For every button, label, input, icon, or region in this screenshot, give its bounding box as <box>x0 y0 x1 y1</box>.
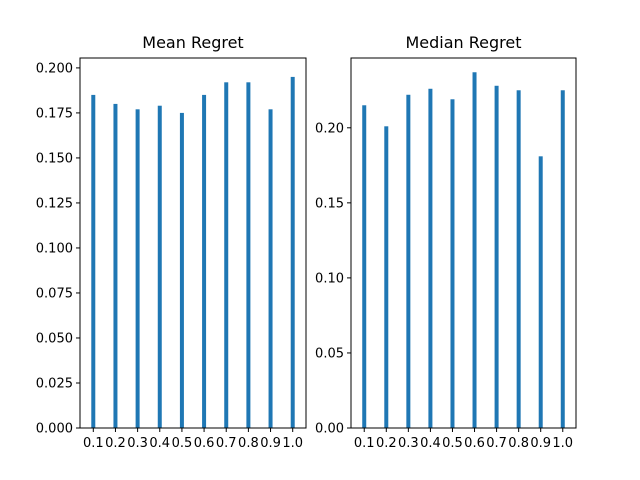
bar-0.6 <box>202 94 207 428</box>
y-tick-label: 0.00 <box>315 422 344 437</box>
x-tick-label: 0.2 <box>105 436 126 451</box>
y-tick-label: 0.125 <box>36 196 73 211</box>
x-tick-label: 0.6 <box>464 436 485 451</box>
bar-0.1 <box>91 94 96 428</box>
bar-1.0 <box>560 90 565 429</box>
x-tick-label: 0.1 <box>83 436 104 451</box>
y-tick-label: 0.150 <box>36 151 73 166</box>
bar-0.5 <box>450 99 455 428</box>
y-tick-label: 0.025 <box>36 376 73 391</box>
x-tick-label: 0.3 <box>127 436 148 451</box>
y-tick-label: 0.10 <box>315 271 344 286</box>
x-tick-label: 0.9 <box>260 436 281 451</box>
bar-0.9 <box>268 109 273 428</box>
x-tick-label: 1.0 <box>282 436 303 451</box>
x-tick-label: 0.3 <box>398 436 419 451</box>
x-tick-label: 0.7 <box>216 436 237 451</box>
bar-0.6 <box>472 72 477 428</box>
y-tick-label: 0.175 <box>36 106 73 121</box>
bar-0.8 <box>246 82 251 428</box>
bar-0.7 <box>494 85 499 429</box>
y-tick-label: 0.05 <box>315 346 344 361</box>
y-tick-label: 0.15 <box>315 196 344 211</box>
x-tick-label: 0.7 <box>486 436 507 451</box>
x-tick-label: 0.4 <box>420 436 441 451</box>
bar-1.0 <box>290 76 295 428</box>
x-tick-label: 0.8 <box>238 436 259 451</box>
x-tick-label: 0.1 <box>354 436 375 451</box>
bar-0.2 <box>113 103 118 428</box>
bar-0.1 <box>362 105 367 428</box>
x-tick-label: 0.5 <box>442 436 463 451</box>
x-tick-label: 0.9 <box>530 436 551 451</box>
bar-0.7 <box>224 82 229 428</box>
y-tick-label: 0.075 <box>36 286 73 301</box>
bar-0.9 <box>538 156 543 428</box>
x-tick-label: 0.2 <box>376 436 397 451</box>
subplot-1: 0.1 0.2 0.3 0.4 0.5 0.6 0.7 0.8 0.9 1.0 0.000 0.025… <box>36 33 307 451</box>
bar-0.5 <box>179 112 184 428</box>
y-tick-label: 0.200 <box>36 61 73 76</box>
y-tick-label: 0.100 <box>36 241 73 256</box>
x-tick-label: 0.5 <box>172 436 193 451</box>
y-tick-label: 0.20 <box>315 121 344 136</box>
bar-0.8 <box>516 90 521 429</box>
bar-0.2 <box>384 126 389 429</box>
bar-0.4 <box>157 105 162 429</box>
x-tick-label: 1.0 <box>552 436 573 451</box>
bar-0.3 <box>135 109 140 428</box>
chart-title: Median Regret <box>405 33 521 52</box>
bar-0.3 <box>406 94 411 429</box>
chart-title: Mean Regret <box>142 33 243 52</box>
x-tick-label: 0.8 <box>508 436 529 451</box>
subplot-2: 0.1 0.2 0.3 0.4 0.5 0.6 0.7 0.8 0.9 1.0 0.00 0.05 0.… <box>315 33 577 451</box>
x-tick-label: 0.6 <box>194 436 215 451</box>
y-tick-label: 0.050 <box>36 331 73 346</box>
y-tick-label: 0.000 <box>36 422 73 437</box>
axes-frame <box>350 57 577 429</box>
x-tick-label: 0.4 <box>149 436 170 451</box>
bar-0.4 <box>428 88 433 429</box>
axes-frame <box>79 57 307 429</box>
